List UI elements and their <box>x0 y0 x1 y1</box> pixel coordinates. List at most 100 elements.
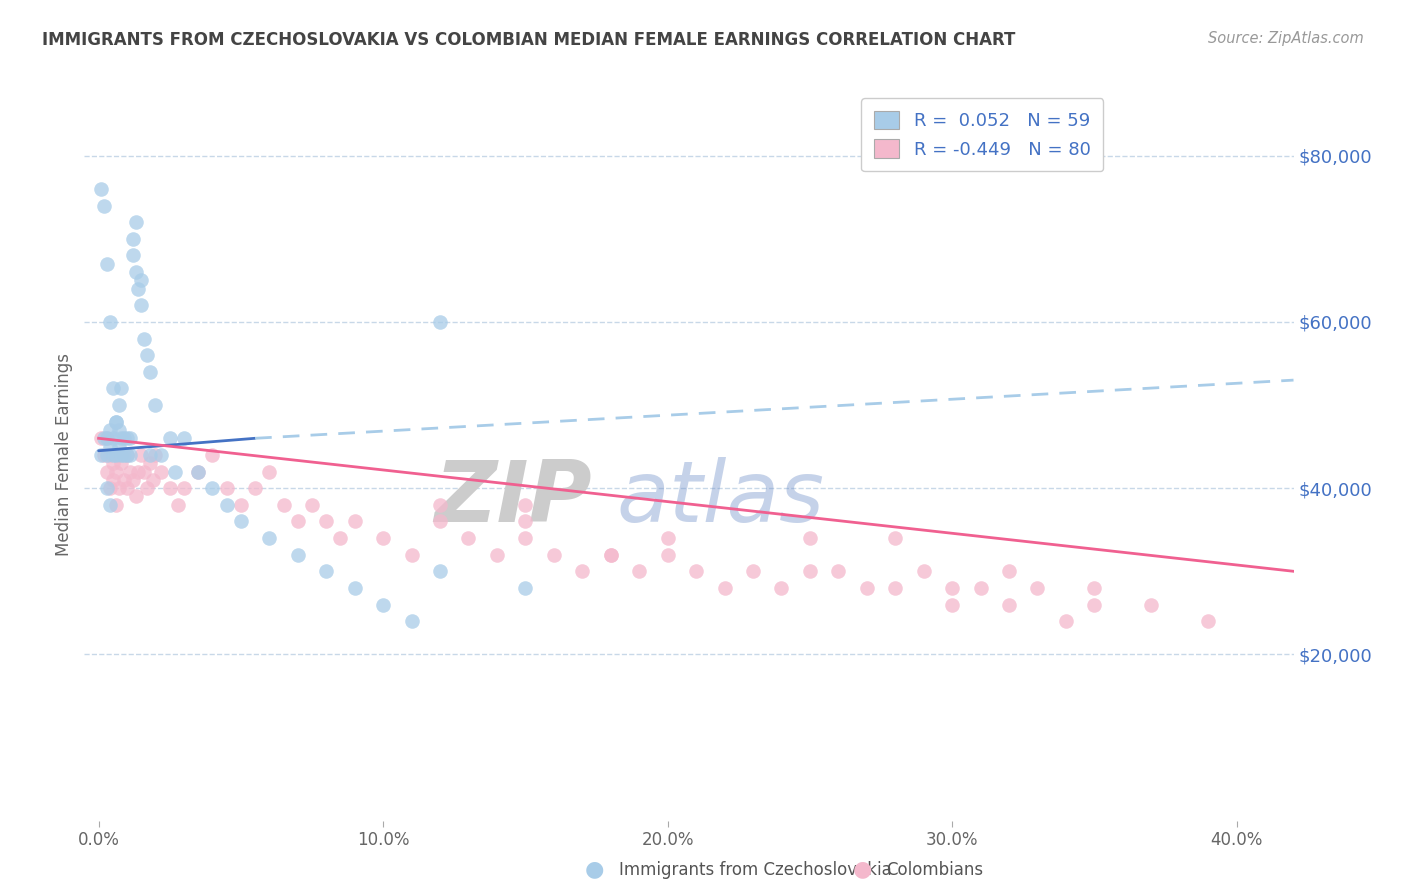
Point <box>429 498 451 512</box>
Point <box>401 614 423 628</box>
Point <box>139 456 162 470</box>
Point <box>127 465 149 479</box>
Point <box>229 498 252 512</box>
Point <box>287 515 309 529</box>
Point <box>110 381 132 395</box>
Point <box>112 448 135 462</box>
Point <box>1083 598 1105 612</box>
Point <box>243 481 266 495</box>
Point <box>799 564 821 578</box>
Point <box>315 564 337 578</box>
Point <box>98 423 121 437</box>
Point <box>515 498 537 512</box>
Point <box>104 448 127 462</box>
Point <box>104 415 127 429</box>
Point <box>229 515 252 529</box>
Point <box>107 448 129 462</box>
Point <box>998 598 1021 612</box>
Point <box>101 431 124 445</box>
Point <box>1197 614 1219 628</box>
Point <box>107 481 129 495</box>
Point <box>969 581 991 595</box>
Point <box>139 448 162 462</box>
Point <box>187 465 209 479</box>
Point <box>96 257 118 271</box>
Text: ●: ● <box>852 860 872 880</box>
Point <box>742 564 765 578</box>
Point <box>599 548 621 562</box>
Point <box>884 581 907 595</box>
Point <box>104 465 127 479</box>
Point <box>145 398 167 412</box>
Point <box>371 531 394 545</box>
Point <box>259 531 281 545</box>
Point <box>485 548 508 562</box>
Point <box>187 465 209 479</box>
Point <box>124 265 146 279</box>
Point <box>301 498 323 512</box>
Point <box>315 515 337 529</box>
Point <box>543 548 565 562</box>
Point <box>98 498 121 512</box>
Point <box>159 481 181 495</box>
Point <box>215 498 238 512</box>
Point <box>371 598 394 612</box>
Point <box>90 448 112 462</box>
Point <box>98 448 121 462</box>
Point <box>115 448 138 462</box>
Point <box>112 473 135 487</box>
Point <box>101 448 124 462</box>
Point <box>129 448 152 462</box>
Point <box>118 465 141 479</box>
Point <box>121 473 143 487</box>
Point <box>429 315 451 329</box>
Point <box>145 448 167 462</box>
Point <box>90 182 112 196</box>
Point <box>121 248 143 262</box>
Point <box>273 498 295 512</box>
Point <box>515 531 537 545</box>
Point <box>115 431 138 445</box>
Point <box>429 515 451 529</box>
Point <box>115 448 138 462</box>
Point <box>107 423 129 437</box>
Point <box>93 431 115 445</box>
Text: Immigrants from Czechoslovakia: Immigrants from Czechoslovakia <box>619 861 891 879</box>
Point <box>132 465 155 479</box>
Point <box>101 456 124 470</box>
Point <box>713 581 735 595</box>
Point <box>1026 581 1049 595</box>
Point <box>770 581 793 595</box>
Point <box>124 490 146 504</box>
Point <box>142 473 165 487</box>
Point <box>98 481 121 495</box>
Point <box>132 332 155 346</box>
Point <box>173 481 195 495</box>
Point <box>429 564 451 578</box>
Point <box>201 481 224 495</box>
Point <box>150 465 173 479</box>
Point <box>104 415 127 429</box>
Point <box>515 515 537 529</box>
Point <box>96 431 118 445</box>
Point <box>401 548 423 562</box>
Point <box>165 465 187 479</box>
Point <box>124 215 146 229</box>
Point <box>287 548 309 562</box>
Point <box>343 515 366 529</box>
Point <box>101 473 124 487</box>
Point <box>98 440 121 454</box>
Text: Colombians: Colombians <box>886 861 983 879</box>
Point <box>98 315 121 329</box>
Point <box>96 465 118 479</box>
Point <box>173 431 195 445</box>
Point <box>215 481 238 495</box>
Point <box>259 465 281 479</box>
Y-axis label: Median Female Earnings: Median Female Earnings <box>55 353 73 557</box>
Point <box>1140 598 1163 612</box>
Text: IMMIGRANTS FROM CZECHOSLOVAKIA VS COLOMBIAN MEDIAN FEMALE EARNINGS CORRELATION C: IMMIGRANTS FROM CZECHOSLOVAKIA VS COLOMB… <box>42 31 1015 49</box>
Point <box>343 581 366 595</box>
Text: ZIP: ZIP <box>434 458 592 541</box>
Point <box>90 431 112 445</box>
Legend: R =  0.052   N = 59, R = -0.449   N = 80: R = 0.052 N = 59, R = -0.449 N = 80 <box>862 98 1104 171</box>
